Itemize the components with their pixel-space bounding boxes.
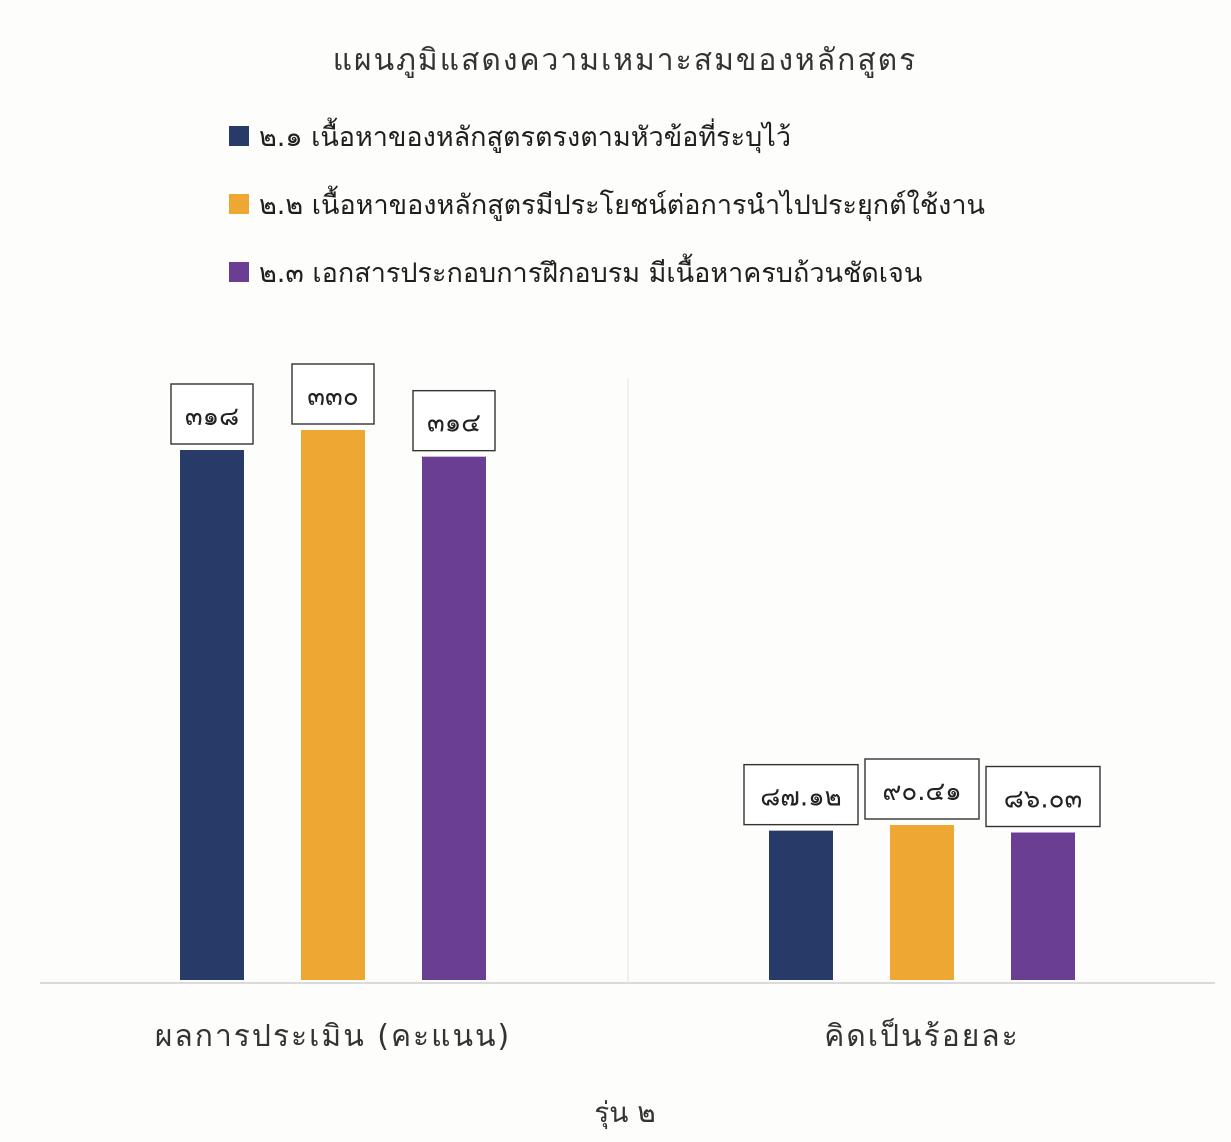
value-label-2-3: ๘๖.๐๓ (1004, 785, 1082, 815)
category-labels: ผลการประเมิน (คะแนน) คิดเป็นร้อยละ (155, 1017, 1020, 1054)
legend-label-2: ๒.๒ เนื้อหาของหลักสูตรมีประโยชน์ต่อการนำ… (259, 185, 985, 222)
value-label-box-2-3 (985, 765, 1101, 828)
value-label-1-1: ๓๑๘ (185, 402, 239, 432)
legend-swatch-3 (229, 262, 249, 282)
value-label-box-2-2 (864, 758, 980, 820)
bar-2-3 (1011, 832, 1075, 980)
bars (180, 430, 1075, 981)
bar-1-3 (422, 456, 486, 981)
legend-label-3: ๒.๓ เอกสารประกอบการฝึกอบรม มีเนื้อหาครบถ… (259, 253, 922, 289)
bar-2-1 (769, 830, 833, 980)
legend-swatch-2 (229, 194, 249, 214)
value-label-2-1: ๘๗.๑๒ (760, 783, 842, 813)
bar-1-2 (301, 430, 365, 980)
chart-subtitle: รุ่น ๒ (594, 1096, 656, 1130)
bar-1-1 (180, 450, 244, 980)
value-label-box-1-2 (291, 363, 375, 425)
category-label-1: ผลการประเมิน (คะแนน) (155, 1019, 511, 1054)
value-label-1-2: ๓๓๐ (307, 382, 358, 412)
bar-2-2 (890, 825, 954, 980)
chart-title: แผนภูมิแสดงความเหมาะสมของหลักสูตร (333, 43, 918, 78)
legend: ๒.๑ เนื้อหาของหลักสูตรตรงตามหัวข้อที่ระบ… (229, 117, 985, 289)
value-label-2-2: ๙๐.๔๑ (882, 777, 961, 807)
legend-label-1: ๒.๑ เนื้อหาของหลักสูตรตรงตามหัวข้อที่ระบ… (259, 117, 791, 154)
value-label-box-1-3 (412, 389, 496, 452)
legend-swatch-1 (229, 126, 249, 146)
category-label-2: คิดเป็นร้อยละ (824, 1017, 1020, 1054)
value-label-1-3: ๓๑๔ (427, 409, 481, 439)
value-label-box-1-1 (170, 383, 254, 445)
value-label-box-2-1 (743, 763, 859, 826)
